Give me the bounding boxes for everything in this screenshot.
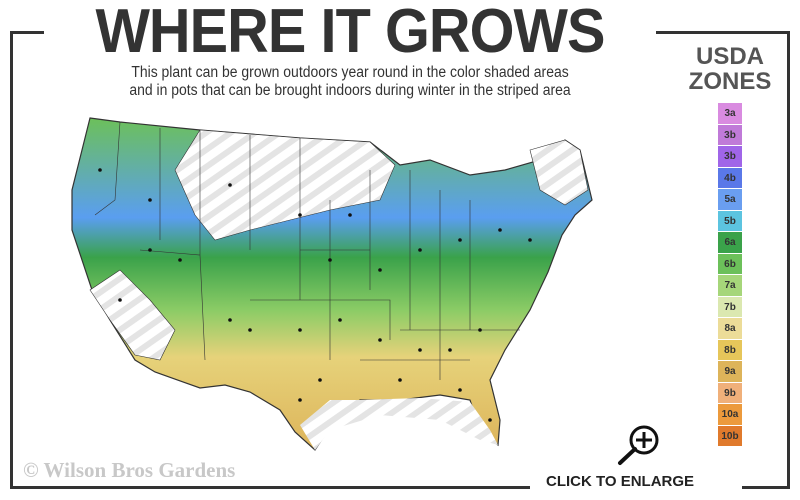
state-borders — [94, 121, 520, 380]
city-dot — [98, 168, 102, 172]
frame-top-left — [10, 31, 44, 34]
click-to-enlarge-label: CLICK TO ENLARGE — [546, 473, 695, 490]
usda-zone-map — [71, 117, 593, 451]
city-dot — [118, 298, 122, 302]
legend-title-line-2: ZONES — [688, 68, 772, 95]
click-to-enlarge-button[interactable]: CLICK TO ENLARGE — [540, 423, 740, 493]
copyright-watermark: © Wilson Bros Gardens — [23, 458, 236, 482]
legend-zone-9b: 9b — [718, 382, 742, 404]
legend-zone-9a: 9a — [718, 361, 742, 383]
city-dot — [378, 268, 382, 272]
subtitle-line-1: This plant can be grown outdoors year ro… — [131, 64, 569, 81]
city-dot — [458, 388, 462, 392]
striped-area-northeast — [529, 139, 589, 206]
frame-top-right — [656, 31, 790, 34]
city-dot — [338, 318, 342, 322]
city-dot — [298, 398, 302, 402]
city-dot — [178, 258, 182, 262]
city-dot — [148, 248, 152, 252]
frame-bottom-left — [10, 486, 530, 489]
subtitle-line-2: and in pots that can be brought indoors … — [129, 82, 571, 99]
legend-zone-10a: 10a — [718, 404, 742, 426]
city-dot — [228, 183, 232, 187]
striped-area-west — [89, 269, 176, 361]
city-dots — [98, 168, 532, 422]
city-dot — [448, 348, 452, 352]
legend-zone-5a: 5a — [718, 189, 742, 211]
city-dot — [458, 238, 462, 242]
city-dot — [478, 328, 482, 332]
legend-zone-7a: 7a — [718, 275, 742, 297]
city-dot — [528, 238, 532, 242]
city-dot — [418, 348, 422, 352]
city-dot — [298, 213, 302, 217]
city-dot — [248, 328, 252, 332]
city-dot — [488, 418, 492, 422]
legend-zone-10b: 10b — [718, 425, 742, 447]
legend-zone-8b: 8b — [718, 339, 742, 361]
frame-left — [10, 31, 13, 489]
city-dot — [228, 318, 232, 322]
city-dot — [378, 338, 382, 342]
city-dot — [318, 378, 322, 382]
legend-zone-4b: 4b — [718, 167, 742, 189]
page-title: WHERE IT GROWS — [95, 0, 605, 66]
city-dot — [418, 248, 422, 252]
city-dot — [148, 198, 152, 202]
legend-title-line-1: USDA — [695, 43, 764, 70]
legend-title: USDA ZONES — [672, 44, 788, 94]
city-dot — [298, 328, 302, 332]
legend-zone-8a: 8a — [718, 318, 742, 340]
city-dot — [328, 258, 332, 262]
legend-zone-7b: 7b — [718, 296, 742, 318]
subtitle: This plant can be grown outdoors year ro… — [71, 64, 629, 100]
frame-right — [787, 31, 790, 489]
legend-zone-3a: 3a — [718, 103, 742, 125]
legend-zone-5b: 5b — [718, 210, 742, 232]
legend-zone-3b: 3b — [718, 124, 742, 146]
legend-zone-6b: 6b — [718, 253, 742, 275]
city-dot — [398, 378, 402, 382]
legend-zone-3b: 3b — [718, 146, 742, 168]
frame-bottom-right — [742, 486, 790, 489]
striped-area-south — [300, 398, 498, 450]
zone-legend: 3a 3b 3b 4b 5a 5b 6a 6b 7a 7b 8a 8b 9a 9b 10a 10b — [718, 103, 742, 447]
city-dot — [498, 228, 502, 232]
zoom-in-magnifier-icon — [618, 425, 659, 465]
city-dot — [348, 213, 352, 217]
legend-zone-6a: 6a — [718, 232, 742, 254]
